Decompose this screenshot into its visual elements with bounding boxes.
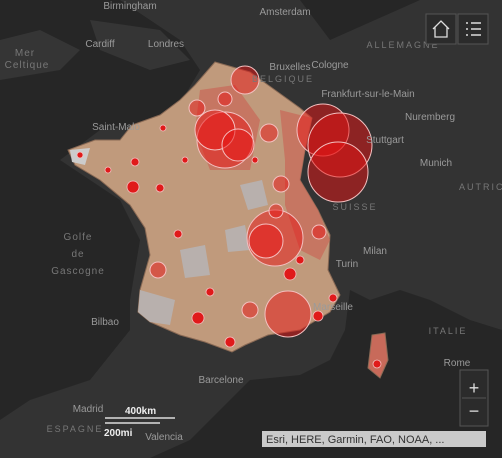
place-label: Birmingham — [103, 1, 156, 12]
legend-button[interactable] — [457, 13, 489, 45]
place-label: Saint-Malo — [92, 122, 140, 133]
bubble — [248, 223, 284, 259]
place-label: Stuttgart — [366, 135, 404, 146]
bubble — [217, 91, 233, 107]
sea-label: Golfe — [64, 232, 93, 243]
place-label: Turin — [336, 259, 358, 270]
country-label: SUISSE — [332, 202, 377, 212]
bubble — [173, 229, 183, 239]
bubble — [188, 99, 206, 117]
sea-label: Mer — [15, 48, 35, 59]
department — [138, 180, 268, 325]
bubble — [259, 123, 279, 143]
bubble — [307, 141, 369, 203]
bubble — [126, 180, 140, 194]
bubble — [295, 255, 305, 265]
place-label: Amsterdam — [259, 7, 310, 18]
place-label: Frankfurt-sur-le-Main — [321, 89, 414, 100]
bubble — [205, 287, 215, 297]
bubble — [149, 261, 167, 279]
country-label: ITALIE — [429, 326, 468, 336]
bubble — [230, 65, 260, 95]
bubble — [221, 128, 255, 162]
list-icon — [466, 22, 481, 36]
button[interactable] — [425, 13, 457, 45]
corsica — [367, 332, 389, 379]
place-label: Nuremberg — [405, 112, 455, 123]
bubble — [264, 290, 312, 338]
bubble — [272, 175, 290, 193]
bubble — [241, 301, 259, 319]
country-label: ALLEMAGNE — [366, 40, 439, 50]
scale-label: 200mi — [104, 428, 133, 439]
sea-label: Celtique — [5, 60, 50, 71]
bubble — [372, 359, 382, 369]
country-label: AUTRICHE — [459, 182, 502, 192]
bubble — [130, 157, 140, 167]
place-label: Cologne — [311, 60, 349, 71]
place-label: Barcelone — [198, 375, 243, 386]
place-label: Milan — [363, 246, 387, 257]
attribution: Esri, HERE, Garmin, FAO, NOAA, ... — [266, 434, 444, 446]
home-icon — [432, 20, 450, 38]
zoom-controls: + − — [459, 369, 489, 427]
bubble — [104, 166, 112, 174]
place-label: Londres — [148, 39, 184, 50]
zoom-in[interactable]: + — [469, 378, 480, 398]
scale-bar: 400km 200mi — [104, 406, 175, 439]
sea-label: Gascogne — [51, 266, 105, 277]
country-label: BELGIQUE — [252, 74, 314, 84]
bubble — [224, 336, 236, 348]
bubble — [251, 156, 259, 164]
scale-line — [105, 417, 175, 424]
place-label: Rome — [444, 358, 471, 369]
place-label: Bilbao — [91, 317, 119, 328]
scale-label: 400km — [125, 406, 156, 417]
bubble — [191, 311, 205, 325]
place-label: Cardiff — [85, 39, 114, 50]
case-bubbles — [76, 65, 382, 369]
bubble — [311, 224, 327, 240]
place-label: Valencia — [145, 432, 183, 443]
bubble — [283, 267, 297, 281]
attribution-box — [262, 431, 486, 447]
place-label: Madrid — [73, 404, 104, 415]
bubble — [159, 124, 167, 132]
country-label: ESPAGNE — [47, 424, 104, 434]
place-label: Marseille — [313, 302, 353, 313]
sea-label: de — [71, 249, 84, 260]
bubble — [76, 151, 84, 159]
bubble — [181, 156, 189, 164]
zoom-out[interactable]: − — [469, 401, 480, 421]
bubble — [268, 203, 284, 219]
place-label: Bruxelles — [269, 62, 310, 73]
place-label: Munich — [420, 158, 452, 169]
land — [0, 20, 190, 80]
bubble — [312, 310, 324, 322]
home-button[interactable] — [425, 13, 457, 45]
bubble — [155, 183, 165, 193]
bubble — [328, 293, 338, 303]
place-labels: Birmingham Amsterdam Cardiff Londres Mer… — [5, 1, 502, 443]
